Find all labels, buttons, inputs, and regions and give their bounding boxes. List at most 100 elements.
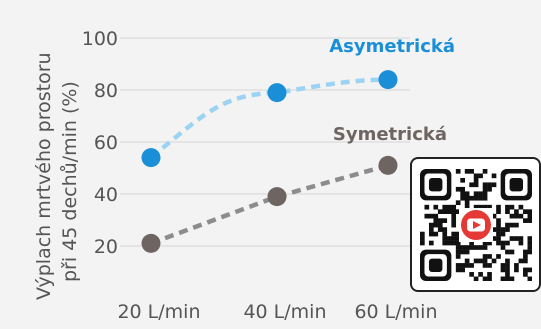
- qr-module: [446, 240, 452, 246]
- qr-module: [496, 240, 501, 246]
- qr-module: [478, 272, 483, 277]
- y-tick-label: 40: [94, 184, 118, 206]
- qr-module: [518, 258, 524, 264]
- qr-module: [491, 258, 497, 264]
- qr-module: [487, 204, 492, 210]
- qr-module: [500, 267, 506, 273]
- qr-module: [451, 222, 457, 228]
- qr-module: [505, 222, 510, 228]
- qr-module: [527, 240, 532, 246]
- qr-module: [487, 240, 492, 246]
- qr-module: [487, 263, 492, 268]
- qr-module: [505, 267, 510, 273]
- qr-module: [482, 263, 488, 268]
- qr-module: [527, 245, 532, 250]
- qr-module: [478, 191, 483, 197]
- qr-module: [491, 182, 497, 188]
- qr-module: [473, 276, 479, 281]
- qr-module: [433, 204, 439, 210]
- qr-module: [424, 204, 430, 210]
- qr-module: [428, 213, 434, 219]
- qr-module: [455, 231, 461, 237]
- qr-module: [437, 222, 443, 228]
- qr-module: [487, 272, 492, 277]
- qr-module: [514, 236, 519, 241]
- qr-module: [482, 258, 488, 264]
- data-point: [141, 148, 161, 168]
- qr-module: [437, 227, 443, 232]
- qr-module: [473, 195, 479, 201]
- qr-module: [464, 195, 470, 201]
- qr-module: [428, 222, 434, 228]
- qr-module: [482, 186, 488, 192]
- qr-module: [460, 249, 465, 255]
- qr-module: [527, 249, 532, 255]
- qr-module: [514, 222, 519, 228]
- qr-module: [473, 204, 479, 210]
- qr-module: [451, 231, 457, 237]
- data-point: [267, 187, 287, 207]
- qr-module: [473, 245, 479, 250]
- qr-module: [433, 218, 439, 223]
- qr-module: [482, 195, 488, 201]
- qr-module: [509, 236, 515, 241]
- qr-module: [446, 209, 452, 214]
- data-point: [378, 155, 398, 175]
- qr-module: [442, 236, 448, 241]
- qr-module: [451, 204, 457, 210]
- qr-module: [482, 240, 488, 246]
- qr-module: [420, 240, 425, 246]
- qr-module: [442, 227, 448, 232]
- qr-module: [482, 182, 488, 188]
- y-tick-label: 20: [94, 236, 118, 258]
- qr-module: [469, 245, 474, 250]
- qr-module: [464, 191, 470, 197]
- qr-module: [523, 272, 528, 277]
- qr-module: [460, 177, 465, 183]
- qr-module: [428, 240, 434, 246]
- qr-module: [455, 236, 461, 241]
- qr-module: [487, 276, 492, 281]
- y-axis-label-line-1: Výplach mrtvého prostoru: [33, 52, 55, 300]
- qr-module: [464, 200, 470, 206]
- y-tick-label: 60: [94, 132, 118, 154]
- qr-module: [514, 209, 519, 214]
- qr-module: [464, 204, 470, 210]
- qr-module: [428, 227, 434, 232]
- data-point: [267, 83, 287, 103]
- qr-code-card[interactable]: [410, 157, 541, 292]
- qr-module: [433, 213, 439, 219]
- qr-finder-core: [428, 258, 443, 273]
- qr-module: [523, 218, 528, 223]
- qr-module: [469, 263, 474, 268]
- qr-module: [460, 191, 465, 197]
- qr-module: [505, 272, 510, 277]
- qr-module: [496, 254, 501, 259]
- qr-module: [523, 258, 528, 264]
- qr-module: [473, 182, 479, 188]
- qr-module: [500, 240, 506, 246]
- qr-module: [442, 231, 448, 237]
- qr-module: [491, 173, 497, 179]
- qr-module: [446, 204, 452, 210]
- qr-module: [482, 169, 488, 174]
- qr-module: [420, 231, 425, 237]
- qr-module: [527, 267, 532, 273]
- qr-module: [505, 209, 510, 214]
- x-tick-labels: 20 L/min 40 L/min 60 L/min: [117, 301, 437, 323]
- qr-module: [460, 267, 465, 273]
- y-axis-label-line-2: při 45 dechů/min (%): [59, 81, 81, 282]
- qr-module: [478, 195, 483, 201]
- qr-module: [473, 191, 479, 197]
- qr-module: [424, 213, 430, 219]
- qr-module: [442, 218, 448, 223]
- series-layer: [141, 70, 398, 253]
- series-label-asymetricka: Asymetrická: [329, 36, 455, 57]
- qr-module: [505, 249, 510, 255]
- qr-module: [514, 263, 519, 268]
- qr-module: [451, 218, 457, 223]
- qr-module: [491, 236, 497, 241]
- qr-module: [433, 222, 439, 228]
